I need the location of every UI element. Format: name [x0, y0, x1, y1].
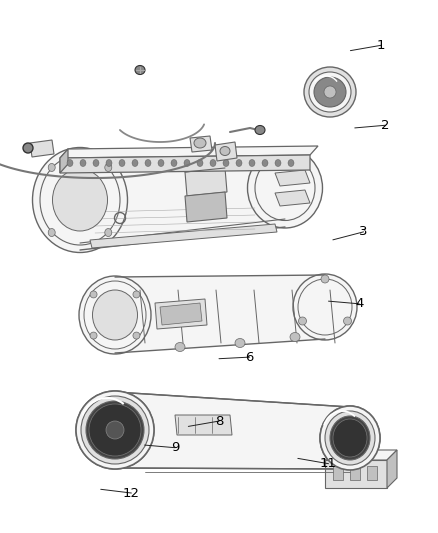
- Polygon shape: [387, 450, 397, 488]
- Polygon shape: [90, 224, 277, 248]
- Text: 12: 12: [123, 487, 140, 499]
- Text: 2: 2: [381, 119, 390, 132]
- Ellipse shape: [320, 406, 380, 470]
- Ellipse shape: [247, 148, 322, 228]
- Ellipse shape: [53, 169, 107, 231]
- Ellipse shape: [171, 159, 177, 166]
- Ellipse shape: [86, 401, 144, 459]
- Ellipse shape: [293, 274, 357, 340]
- Ellipse shape: [80, 159, 86, 166]
- Polygon shape: [215, 142, 237, 161]
- Ellipse shape: [145, 159, 151, 166]
- Polygon shape: [185, 168, 227, 196]
- Ellipse shape: [304, 67, 356, 117]
- Ellipse shape: [320, 406, 380, 470]
- Ellipse shape: [220, 147, 230, 156]
- Ellipse shape: [290, 333, 300, 342]
- Polygon shape: [155, 299, 207, 329]
- Polygon shape: [60, 155, 310, 173]
- Ellipse shape: [89, 404, 141, 456]
- Ellipse shape: [119, 159, 125, 166]
- Ellipse shape: [184, 159, 190, 166]
- Polygon shape: [115, 275, 325, 353]
- Ellipse shape: [23, 143, 33, 153]
- Ellipse shape: [324, 86, 336, 98]
- Polygon shape: [60, 149, 68, 173]
- Polygon shape: [325, 450, 397, 460]
- Text: 3: 3: [359, 225, 368, 238]
- Ellipse shape: [106, 421, 124, 439]
- Polygon shape: [367, 466, 377, 480]
- Text: 1: 1: [377, 39, 385, 52]
- Ellipse shape: [325, 411, 375, 465]
- Ellipse shape: [105, 164, 112, 172]
- Polygon shape: [185, 192, 227, 222]
- Ellipse shape: [333, 419, 367, 457]
- Text: 8: 8: [215, 415, 223, 427]
- Polygon shape: [333, 466, 343, 480]
- Text: 4: 4: [355, 297, 364, 310]
- Ellipse shape: [48, 164, 55, 172]
- Ellipse shape: [255, 125, 265, 134]
- Polygon shape: [80, 149, 285, 250]
- Ellipse shape: [262, 159, 268, 166]
- Ellipse shape: [133, 332, 140, 339]
- Ellipse shape: [79, 276, 151, 354]
- Polygon shape: [30, 140, 54, 157]
- Polygon shape: [60, 146, 318, 158]
- Polygon shape: [275, 170, 310, 186]
- Ellipse shape: [105, 229, 112, 237]
- Polygon shape: [190, 136, 212, 152]
- Ellipse shape: [223, 159, 229, 166]
- Ellipse shape: [275, 159, 281, 166]
- Polygon shape: [325, 460, 387, 488]
- Ellipse shape: [76, 391, 154, 469]
- Ellipse shape: [106, 159, 112, 166]
- Ellipse shape: [288, 159, 294, 166]
- Ellipse shape: [133, 291, 140, 298]
- Ellipse shape: [93, 159, 99, 166]
- Ellipse shape: [249, 159, 255, 166]
- Ellipse shape: [298, 317, 307, 325]
- Ellipse shape: [132, 159, 138, 166]
- Ellipse shape: [48, 229, 55, 237]
- Ellipse shape: [236, 159, 242, 166]
- Text: 6: 6: [245, 351, 254, 364]
- Ellipse shape: [194, 138, 206, 148]
- Ellipse shape: [158, 159, 164, 166]
- Ellipse shape: [92, 290, 138, 340]
- Polygon shape: [160, 303, 202, 325]
- Ellipse shape: [210, 159, 216, 166]
- Ellipse shape: [343, 317, 352, 325]
- Ellipse shape: [67, 159, 73, 166]
- Polygon shape: [275, 190, 310, 206]
- Text: 9: 9: [171, 441, 180, 454]
- Ellipse shape: [175, 343, 185, 351]
- Polygon shape: [175, 415, 232, 435]
- Text: 11: 11: [320, 457, 337, 470]
- Ellipse shape: [330, 416, 370, 460]
- Ellipse shape: [81, 396, 149, 464]
- Ellipse shape: [32, 148, 127, 253]
- Ellipse shape: [235, 338, 245, 348]
- Ellipse shape: [309, 72, 351, 112]
- Polygon shape: [115, 392, 350, 469]
- Ellipse shape: [321, 275, 329, 283]
- Ellipse shape: [314, 77, 346, 107]
- Ellipse shape: [90, 291, 97, 298]
- Ellipse shape: [76, 391, 154, 469]
- Ellipse shape: [197, 159, 203, 166]
- Ellipse shape: [90, 332, 97, 339]
- Ellipse shape: [135, 66, 145, 75]
- Polygon shape: [350, 466, 360, 480]
